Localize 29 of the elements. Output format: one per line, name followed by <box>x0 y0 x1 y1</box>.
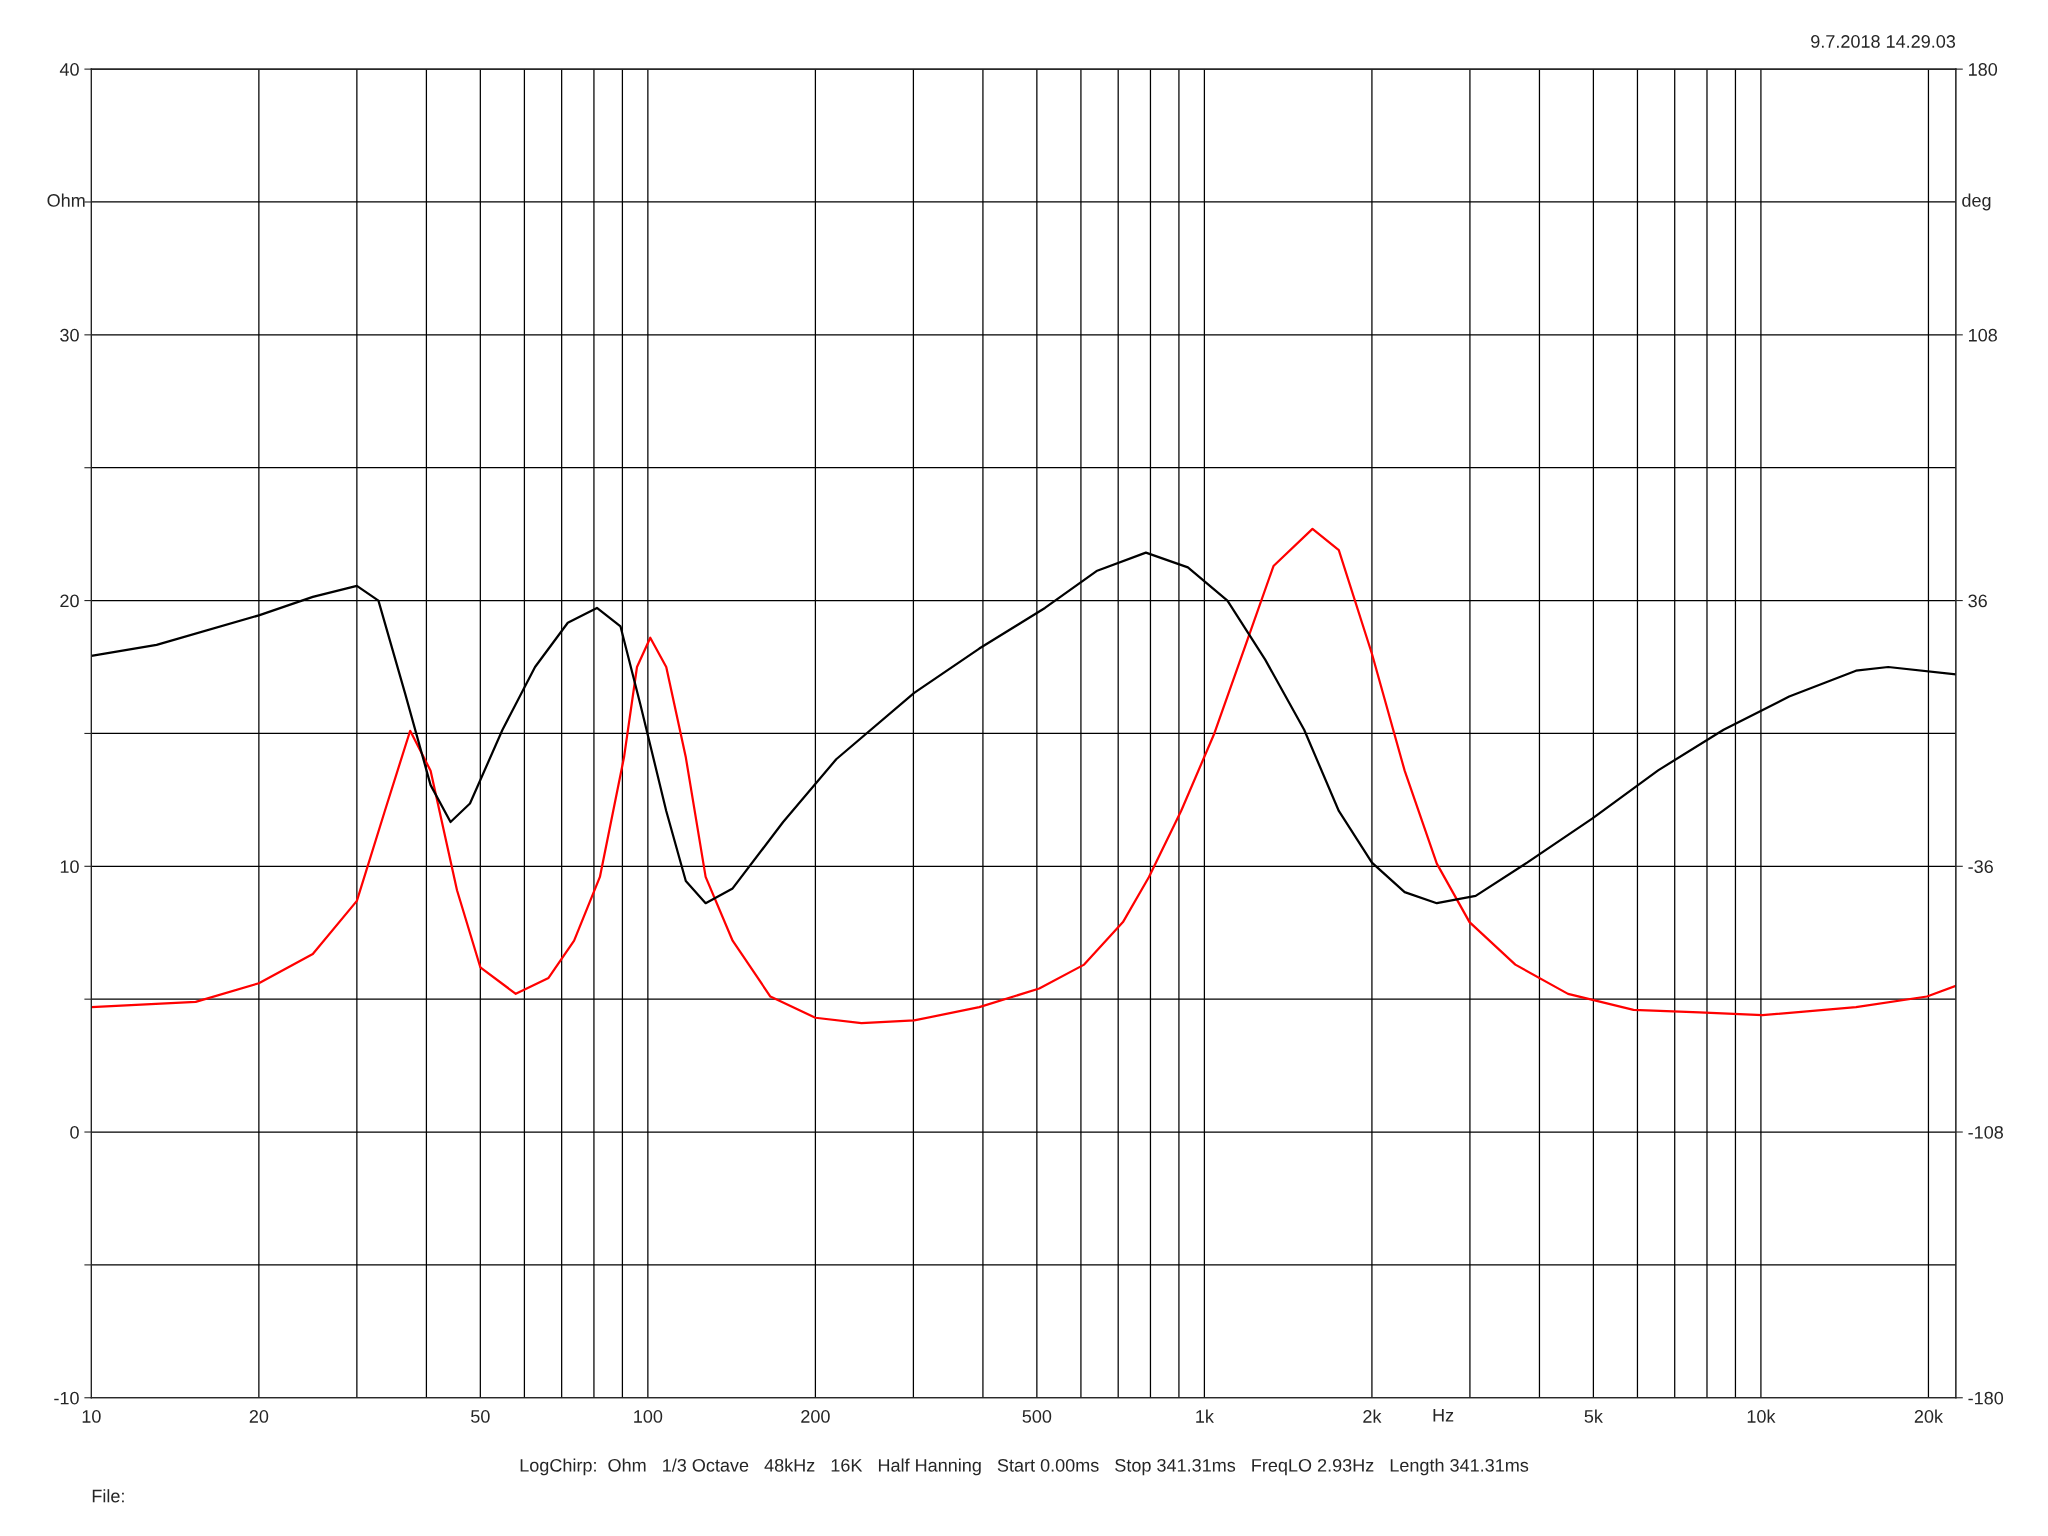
y2-tick-label: -36 <box>1968 860 1993 874</box>
y-tick-label: 10 <box>60 860 79 874</box>
x-tick-label: 5k <box>1584 1409 1603 1423</box>
x-tick-label: 1k <box>1196 1409 1214 1423</box>
y-tick-label: -10 <box>54 1391 79 1405</box>
y2-tick-label: 36 <box>1968 594 1987 608</box>
y-tick-label: 40 <box>59 63 79 76</box>
x-tick-label: 500 <box>1022 1410 1052 1423</box>
x-tick-label: 20k <box>1914 1409 1944 1423</box>
x-tick-label: 20 <box>249 1410 269 1423</box>
x-tick-label: 50 <box>471 1410 490 1423</box>
x-tick-label: 100 <box>634 1410 663 1423</box>
x-tick-label: 10 <box>82 1410 101 1423</box>
y-tick-label: 0 <box>70 1125 79 1139</box>
y2-tick-label: 108 <box>1969 328 1997 342</box>
x-axis-title: Hz <box>1433 1409 1454 1422</box>
x-tick-label: 200 <box>801 1410 830 1423</box>
text: File: <box>92 1489 124 1503</box>
y2-axis-title: deg <box>1962 193 1991 211</box>
text: 9.7.2018 14.29.03 <box>1811 35 1956 48</box>
y2-tick-label: -108 <box>1968 1125 2003 1139</box>
y2-tick-label: 180 <box>1969 63 1998 76</box>
y-tick-label: 30 <box>60 328 79 342</box>
y2-tick-label: -180 <box>1968 1391 2004 1405</box>
x-tick-label: 2k <box>1363 1409 1382 1423</box>
y-axis-title: Ohm <box>47 193 85 207</box>
text: LogChirp: Ohm 1/3 Octave 48kHz 16K Half Hanning Start 0.00ms Stop 341.31ms FreqLO 2.93Hz Length 341.31ms <box>520 1458 1529 1476</box>
x-tick-label: 10k <box>1747 1409 1776 1423</box>
y-tick-label: 20 <box>60 594 79 608</box>
